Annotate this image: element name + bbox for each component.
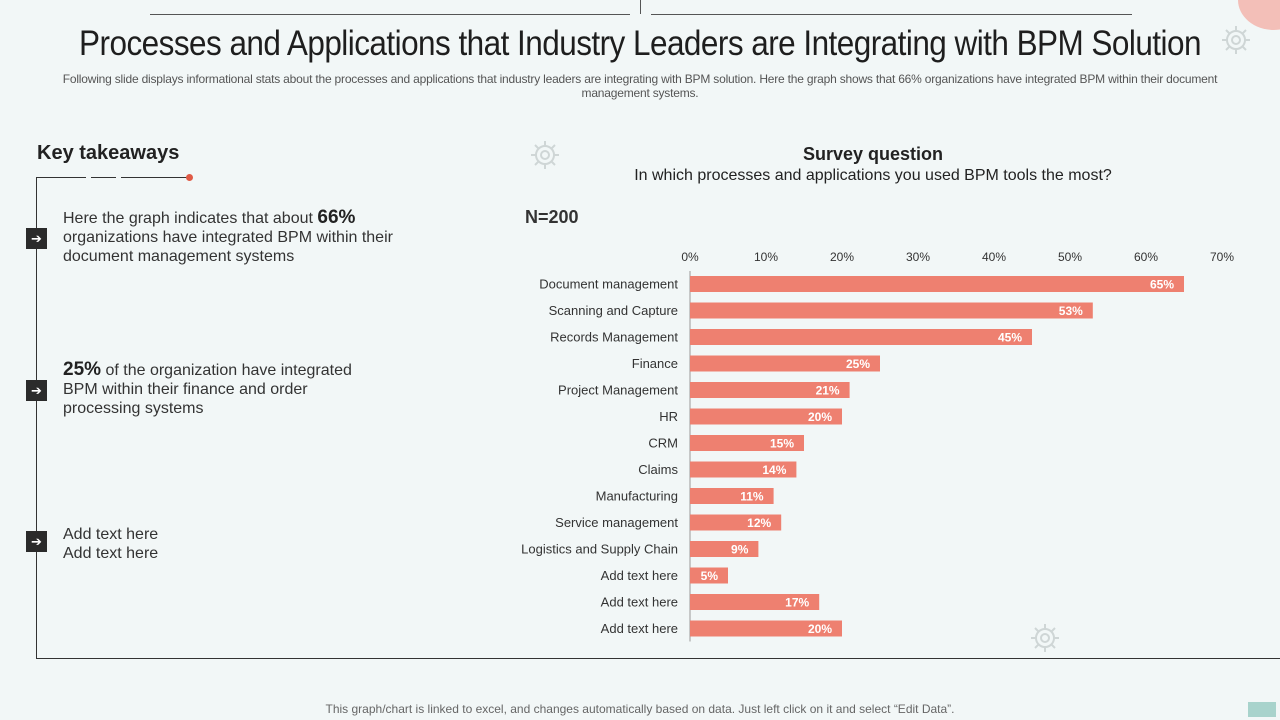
data-label: 20%: [808, 622, 832, 636]
gear-icon: [1222, 26, 1250, 54]
takeaway-text: Add text here: [63, 526, 159, 543]
frame-line-bottom: [36, 658, 1280, 659]
data-label: 65%: [1150, 278, 1174, 292]
survey-title: Survey question: [802, 144, 944, 164]
axis-tick-label: 20%: [830, 250, 854, 264]
data-label: 9%: [731, 543, 749, 557]
bar: [690, 514, 782, 531]
data-label: 14%: [762, 463, 786, 477]
survey-question: In which processes and applications you …: [634, 167, 1112, 184]
sample-size-label: N=200: [525, 207, 579, 227]
bar: [690, 276, 1184, 292]
bar: [690, 541, 759, 557]
axis-tick-label: 70%: [1210, 250, 1234, 264]
category-label: CRM: [648, 436, 678, 451]
category-label: Logistics and Supply Chain: [521, 542, 678, 557]
gear-icon: [1031, 624, 1059, 652]
category-label: Manufacturing: [596, 489, 678, 504]
data-label: 20%: [808, 410, 832, 424]
arrow-right-icon: ➔: [26, 228, 47, 249]
bar: [690, 382, 850, 398]
bar: [690, 408, 842, 425]
axis-tick-label: 30%: [906, 250, 930, 264]
bar: [690, 355, 880, 372]
axis-tick-label: 0%: [681, 250, 699, 264]
page-title: Processes and Applications that Industry…: [79, 24, 1201, 63]
heading-underline: [37, 177, 86, 178]
heading-underline: [91, 177, 116, 178]
corner-decoration: [1248, 702, 1276, 717]
heading-underline: [121, 177, 187, 178]
footer-note: This graph/chart is linked to excel, and…: [325, 702, 955, 716]
category-label: Service management: [555, 515, 678, 530]
category-label: Add text here: [601, 621, 678, 636]
takeaway-text: organizations have integrated BPM within…: [63, 229, 393, 265]
header-rule-right: [651, 14, 1132, 15]
data-label: 25%: [846, 357, 870, 371]
arrow-right-icon: ➔: [26, 380, 47, 401]
data-label: 45%: [998, 331, 1022, 345]
data-label: 17%: [785, 596, 809, 610]
category-label: Add text here: [601, 595, 678, 610]
category-label: Document management: [539, 277, 678, 292]
header-rule-tick: [640, 0, 641, 14]
data-label: 12%: [747, 516, 771, 530]
bar: [690, 620, 842, 637]
takeaway-text: Here the graph indicates that about: [63, 210, 318, 227]
gear-icon: [531, 141, 559, 169]
takeaway-item-3: Add text here Add text here: [63, 525, 408, 563]
axis-tick-label: 60%: [1134, 250, 1158, 264]
category-label: Records Management: [550, 330, 678, 345]
category-label: HR: [659, 409, 678, 424]
axis-tick-label: 10%: [754, 250, 778, 264]
key-takeaways-heading: Key takeaways: [37, 142, 180, 164]
data-label: 21%: [816, 384, 840, 398]
bar: [690, 435, 804, 451]
data-label: 5%: [701, 569, 719, 583]
accent-dot: [186, 174, 193, 181]
category-label: Project Management: [558, 383, 678, 398]
bar: [690, 461, 797, 478]
bar: [690, 567, 728, 584]
bar: [690, 302, 1093, 319]
category-label: Add text here: [601, 568, 678, 583]
category-label: Scanning and Capture: [549, 303, 678, 318]
takeaway-percent: 25%: [63, 359, 102, 380]
category-label: Claims: [638, 462, 678, 477]
bar: [690, 594, 820, 610]
category-label: Finance: [632, 356, 678, 371]
data-label: 15%: [770, 437, 794, 451]
takeaway-text: of the organization have integrated BPM …: [63, 362, 352, 417]
data-label: 11%: [740, 490, 764, 504]
takeaway-item-2: 25% of the organization have integrated …: [63, 360, 363, 418]
arrow-right-icon: ➔: [26, 531, 47, 552]
bar: [690, 329, 1032, 345]
takeaway-item-1: Here the graph indicates that about 66% …: [63, 208, 408, 266]
page-subtitle: Following slide displays informational s…: [62, 72, 1218, 100]
bar: [690, 488, 774, 504]
takeaway-text: Add text here: [63, 545, 159, 562]
takeaway-percent: 66%: [317, 207, 356, 228]
header-rule-left: [150, 14, 630, 15]
axis-tick-label: 40%: [982, 250, 1006, 264]
axis-tick-label: 50%: [1058, 250, 1082, 264]
data-label: 53%: [1059, 304, 1083, 318]
frame-line-vertical: [36, 177, 37, 659]
